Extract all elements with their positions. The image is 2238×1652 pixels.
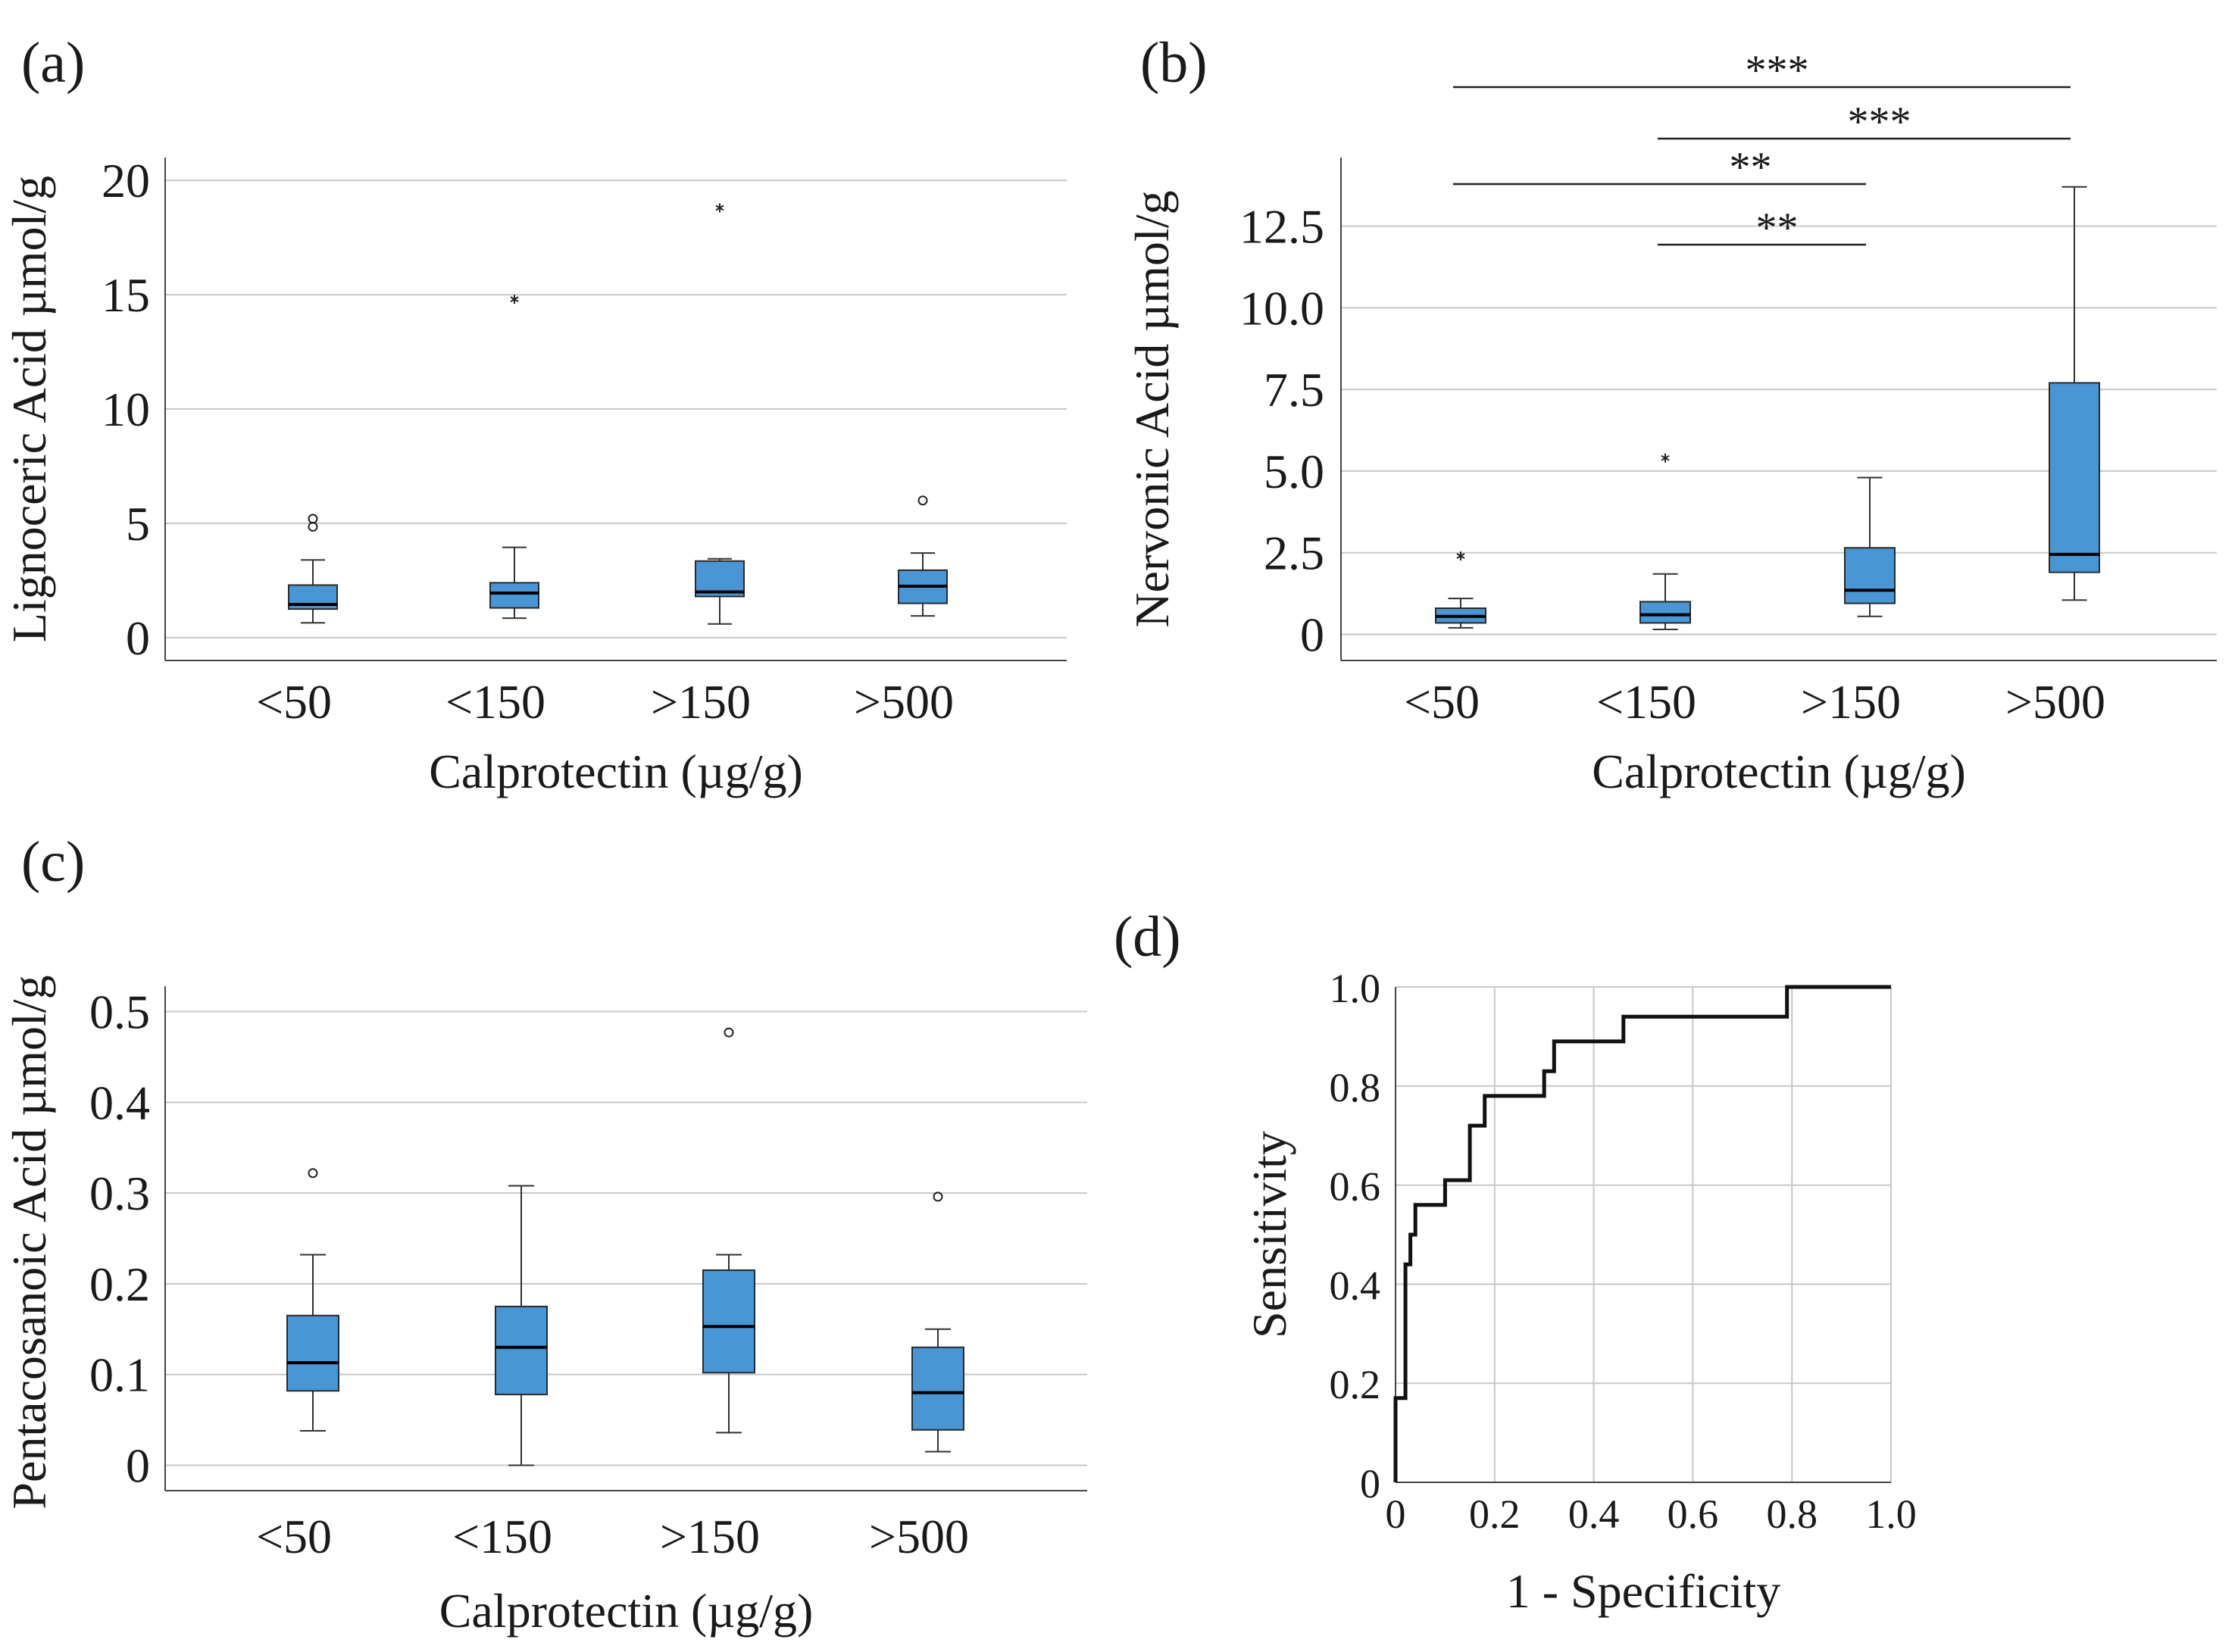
y-tick-label: 0 <box>1300 608 1324 662</box>
outlier-circle <box>308 521 318 532</box>
panel-label: (d) <box>1114 905 1181 969</box>
box-3 <box>702 1027 755 1434</box>
y-tick-label: 0 <box>1360 1461 1380 1507</box>
x-tick-label: <150 <box>1596 675 1696 729</box>
x-tick-label: 0.4 <box>1568 1491 1620 1537</box>
panel-label: (a) <box>21 31 85 95</box>
outlier-circle <box>308 514 318 524</box>
y-tick-label: 10.0 <box>1239 281 1324 335</box>
box-2 <box>489 295 539 620</box>
x-tick-label: >500 <box>854 675 954 729</box>
x-tick-label: <50 <box>256 1510 332 1563</box>
y-tick-label: 5 <box>126 497 150 551</box>
y-tick-label: 0.4 <box>89 1076 150 1129</box>
panel-b-nervonic: (b) 0 2.5 5.0 7.5 10.0 12.5 <50 <150 >150 >500 Calp… <box>1125 31 2217 798</box>
x-tick-label: >150 <box>660 1510 760 1563</box>
y-tick-label: 0.8 <box>1330 1065 1381 1110</box>
y-axis-label: Sensitivity <box>1242 1131 1296 1338</box>
significance-label: ** <box>1730 144 1772 191</box>
outlier-star <box>510 295 519 304</box>
x-tick-label: <50 <box>1404 675 1480 729</box>
y-tick-label: 20 <box>102 154 150 208</box>
x-tick-label: <150 <box>445 675 545 729</box>
box-4 <box>898 495 948 617</box>
x-tick-label: >150 <box>1801 675 1901 729</box>
x-tick-label: >500 <box>2005 675 2105 729</box>
significance-label: *** <box>1848 98 1911 145</box>
y-tick-label: 0.6 <box>1330 1164 1381 1210</box>
y-tick-label: 15 <box>102 268 150 322</box>
y-tick-label: 5.0 <box>1264 445 1324 498</box>
outlier-star <box>1456 551 1465 561</box>
y-tick-label: 0.1 <box>89 1348 150 1402</box>
panel-a-lignoceric: (a) 0 5 10 15 20 <50 <150 >150 >500 Calprotectin (… <box>2 31 1067 798</box>
panel-c-pentacosanoic: (c) 0 0.1 0.2 0.3 0.4 0.5 <50 <150 >150 >500 Calpro… <box>2 830 1087 1638</box>
y-tick-label: 0.3 <box>89 1166 150 1220</box>
y-tick-label: 0.2 <box>1330 1362 1381 1407</box>
x-tick-label: <50 <box>256 675 332 729</box>
box-1 <box>288 514 338 624</box>
y-tick-label: 0.2 <box>89 1257 150 1311</box>
y-tick-label: 2.5 <box>1264 526 1324 580</box>
iqr-box <box>1844 547 1896 604</box>
box-4 <box>2049 186 2100 601</box>
significance-label: *** <box>1746 47 1809 94</box>
y-tick-label: 0 <box>126 1438 150 1492</box>
iqr-box <box>911 1346 964 1431</box>
outlier-star <box>715 203 724 213</box>
box-3 <box>1844 476 1896 617</box>
outlier-circle <box>308 1168 318 1179</box>
x-axis-label: Calprotectin (µg/g) <box>429 745 803 798</box>
panel-label: (b) <box>1140 31 1208 95</box>
y-tick-label: 0 <box>126 611 150 665</box>
x-tick-label: >150 <box>651 675 751 729</box>
box-2 <box>1639 453 1691 631</box>
y-axis-label: Lignoceric Acid µmol/g <box>2 176 56 642</box>
panel-label: (c) <box>21 830 85 894</box>
x-axis-label: Calprotectin (µg/g) <box>439 1584 814 1638</box>
y-tick-label: 12.5 <box>1239 200 1324 254</box>
y-tick-label: 7.5 <box>1264 363 1324 417</box>
x-axis-label: Calprotectin (µg/g) <box>1592 745 1966 798</box>
y-tick-label: 0.5 <box>89 985 150 1039</box>
iqr-box <box>495 1305 548 1396</box>
x-tick-label: 0.6 <box>1668 1491 1719 1537</box>
y-axis-label: Nervonic Acid µmol/g <box>1125 190 1179 627</box>
iqr-box <box>489 582 539 609</box>
significance-label: ** <box>1756 205 1799 251</box>
outlier-circle <box>917 495 928 506</box>
iqr-box <box>702 1269 755 1374</box>
outlier-circle <box>933 1191 943 1202</box>
panel-d-roc: (d) 0 0.2 0.4 0.6 0.8 1.0 0 0.2 0.4 0.6 0.8 1.0 1 - S… <box>1114 905 1917 1618</box>
outlier-star <box>1661 453 1670 463</box>
x-tick-label: 1.0 <box>1865 1491 1917 1537</box>
x-tick-label: 0 <box>1386 1491 1406 1537</box>
y-tick-label: 0.4 <box>1330 1263 1381 1308</box>
x-tick-label: 0.8 <box>1766 1491 1818 1537</box>
x-tick-label: >500 <box>869 1510 969 1563</box>
roc-curve <box>1393 985 1891 1482</box>
y-tick-label: 10 <box>102 383 150 436</box>
x-axis-label: 1 - Specificity <box>1506 1564 1781 1618</box>
x-tick-label: <150 <box>452 1510 552 1563</box>
box-2 <box>495 1185 548 1466</box>
x-tick-label: 0.2 <box>1469 1491 1521 1537</box>
outlier-circle <box>724 1027 734 1038</box>
y-tick-label: 1.0 <box>1330 966 1381 1011</box>
iqr-box <box>2049 382 2100 573</box>
y-axis-label: Pentacosanoic Acid µmol/g <box>2 975 56 1509</box>
box-3 <box>695 203 745 625</box>
box-4 <box>911 1191 964 1453</box>
iqr-box <box>286 1314 339 1392</box>
box-1 <box>1435 551 1486 629</box>
box-1 <box>286 1168 339 1432</box>
iqr-box <box>1639 601 1691 624</box>
